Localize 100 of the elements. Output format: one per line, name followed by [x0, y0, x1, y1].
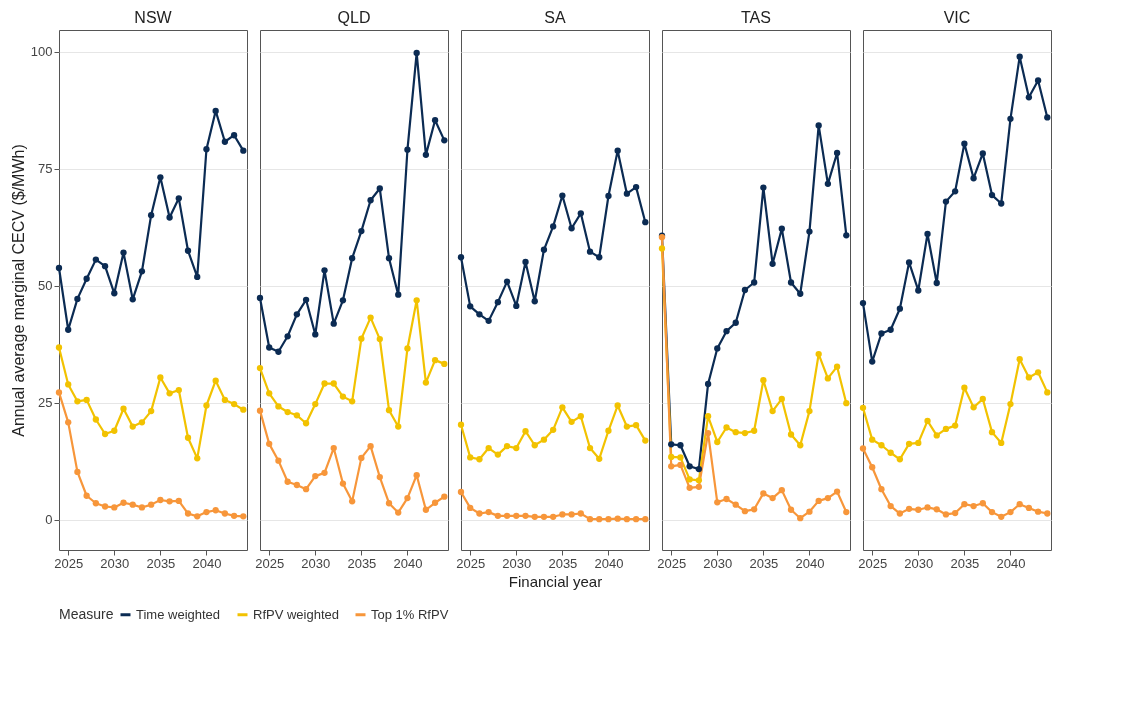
point	[924, 230, 931, 238]
point	[723, 424, 730, 431]
point	[577, 210, 584, 217]
point	[348, 498, 356, 505]
point	[723, 328, 730, 335]
point	[1007, 400, 1014, 408]
point	[1044, 114, 1051, 121]
point	[55, 344, 63, 351]
point	[540, 513, 548, 520]
point	[83, 275, 90, 282]
point	[750, 506, 758, 513]
x-tick-label: 2040	[996, 555, 1026, 571]
point	[833, 149, 841, 157]
point	[367, 197, 374, 204]
point	[358, 454, 365, 462]
point	[221, 396, 229, 404]
point	[404, 345, 411, 352]
point	[101, 503, 109, 510]
point	[549, 426, 557, 433]
point	[887, 326, 894, 333]
point	[714, 345, 721, 352]
point	[961, 140, 968, 147]
point	[843, 232, 850, 239]
x-tick-label: 2030	[904, 555, 934, 571]
point	[951, 188, 959, 195]
point	[896, 456, 904, 463]
point	[869, 464, 876, 471]
point	[1025, 504, 1033, 512]
point	[824, 375, 832, 382]
point	[632, 421, 640, 429]
x-tick-label: 2040	[192, 555, 222, 571]
x-tick-label: 2030	[703, 555, 733, 571]
point	[138, 268, 146, 275]
point	[275, 348, 282, 355]
point	[915, 287, 922, 294]
point	[55, 264, 63, 272]
point	[741, 429, 749, 437]
point	[166, 214, 173, 221]
point	[686, 463, 693, 470]
point	[732, 319, 739, 326]
point	[65, 381, 72, 388]
point	[441, 137, 448, 144]
point	[887, 502, 894, 510]
point	[476, 456, 483, 463]
point	[1044, 389, 1051, 396]
point	[129, 423, 136, 430]
x-tick-label: 2030	[502, 555, 532, 571]
legend-title: Measure	[59, 606, 114, 622]
point	[230, 512, 238, 520]
point	[642, 515, 649, 523]
chart-title: VIC	[943, 9, 971, 26]
point	[441, 493, 448, 500]
point	[485, 508, 492, 516]
point	[741, 508, 749, 515]
point	[815, 497, 822, 505]
point	[385, 407, 393, 414]
point	[787, 279, 795, 286]
point	[503, 443, 511, 450]
point	[704, 429, 712, 437]
point	[677, 461, 684, 469]
point	[1016, 501, 1023, 508]
point	[485, 317, 492, 325]
point	[330, 380, 337, 387]
point	[256, 407, 264, 414]
point	[1016, 356, 1023, 363]
point	[485, 444, 492, 452]
point	[513, 512, 520, 520]
point	[129, 296, 136, 303]
point	[203, 508, 210, 516]
point	[312, 331, 319, 338]
point	[732, 501, 739, 508]
point	[806, 508, 813, 515]
point	[1007, 115, 1014, 122]
point	[668, 463, 675, 470]
point	[83, 396, 90, 404]
point	[833, 363, 841, 370]
point	[970, 175, 977, 182]
point	[111, 427, 118, 434]
point	[413, 472, 420, 479]
point	[266, 344, 273, 351]
point	[596, 515, 603, 523]
x-tick-label: 2040	[795, 555, 825, 571]
point	[905, 505, 913, 512]
point	[815, 122, 822, 129]
point	[111, 504, 118, 511]
point	[266, 390, 273, 397]
point	[312, 400, 319, 408]
point	[494, 299, 502, 306]
point	[632, 515, 640, 523]
point	[395, 291, 402, 298]
point	[568, 225, 575, 232]
point	[887, 449, 894, 456]
point	[101, 430, 109, 438]
point	[1025, 94, 1033, 101]
point	[221, 510, 229, 517]
x-tick-label: 2025	[456, 555, 486, 571]
point	[212, 507, 219, 514]
point	[404, 146, 411, 153]
point	[540, 436, 548, 443]
point	[522, 258, 529, 266]
